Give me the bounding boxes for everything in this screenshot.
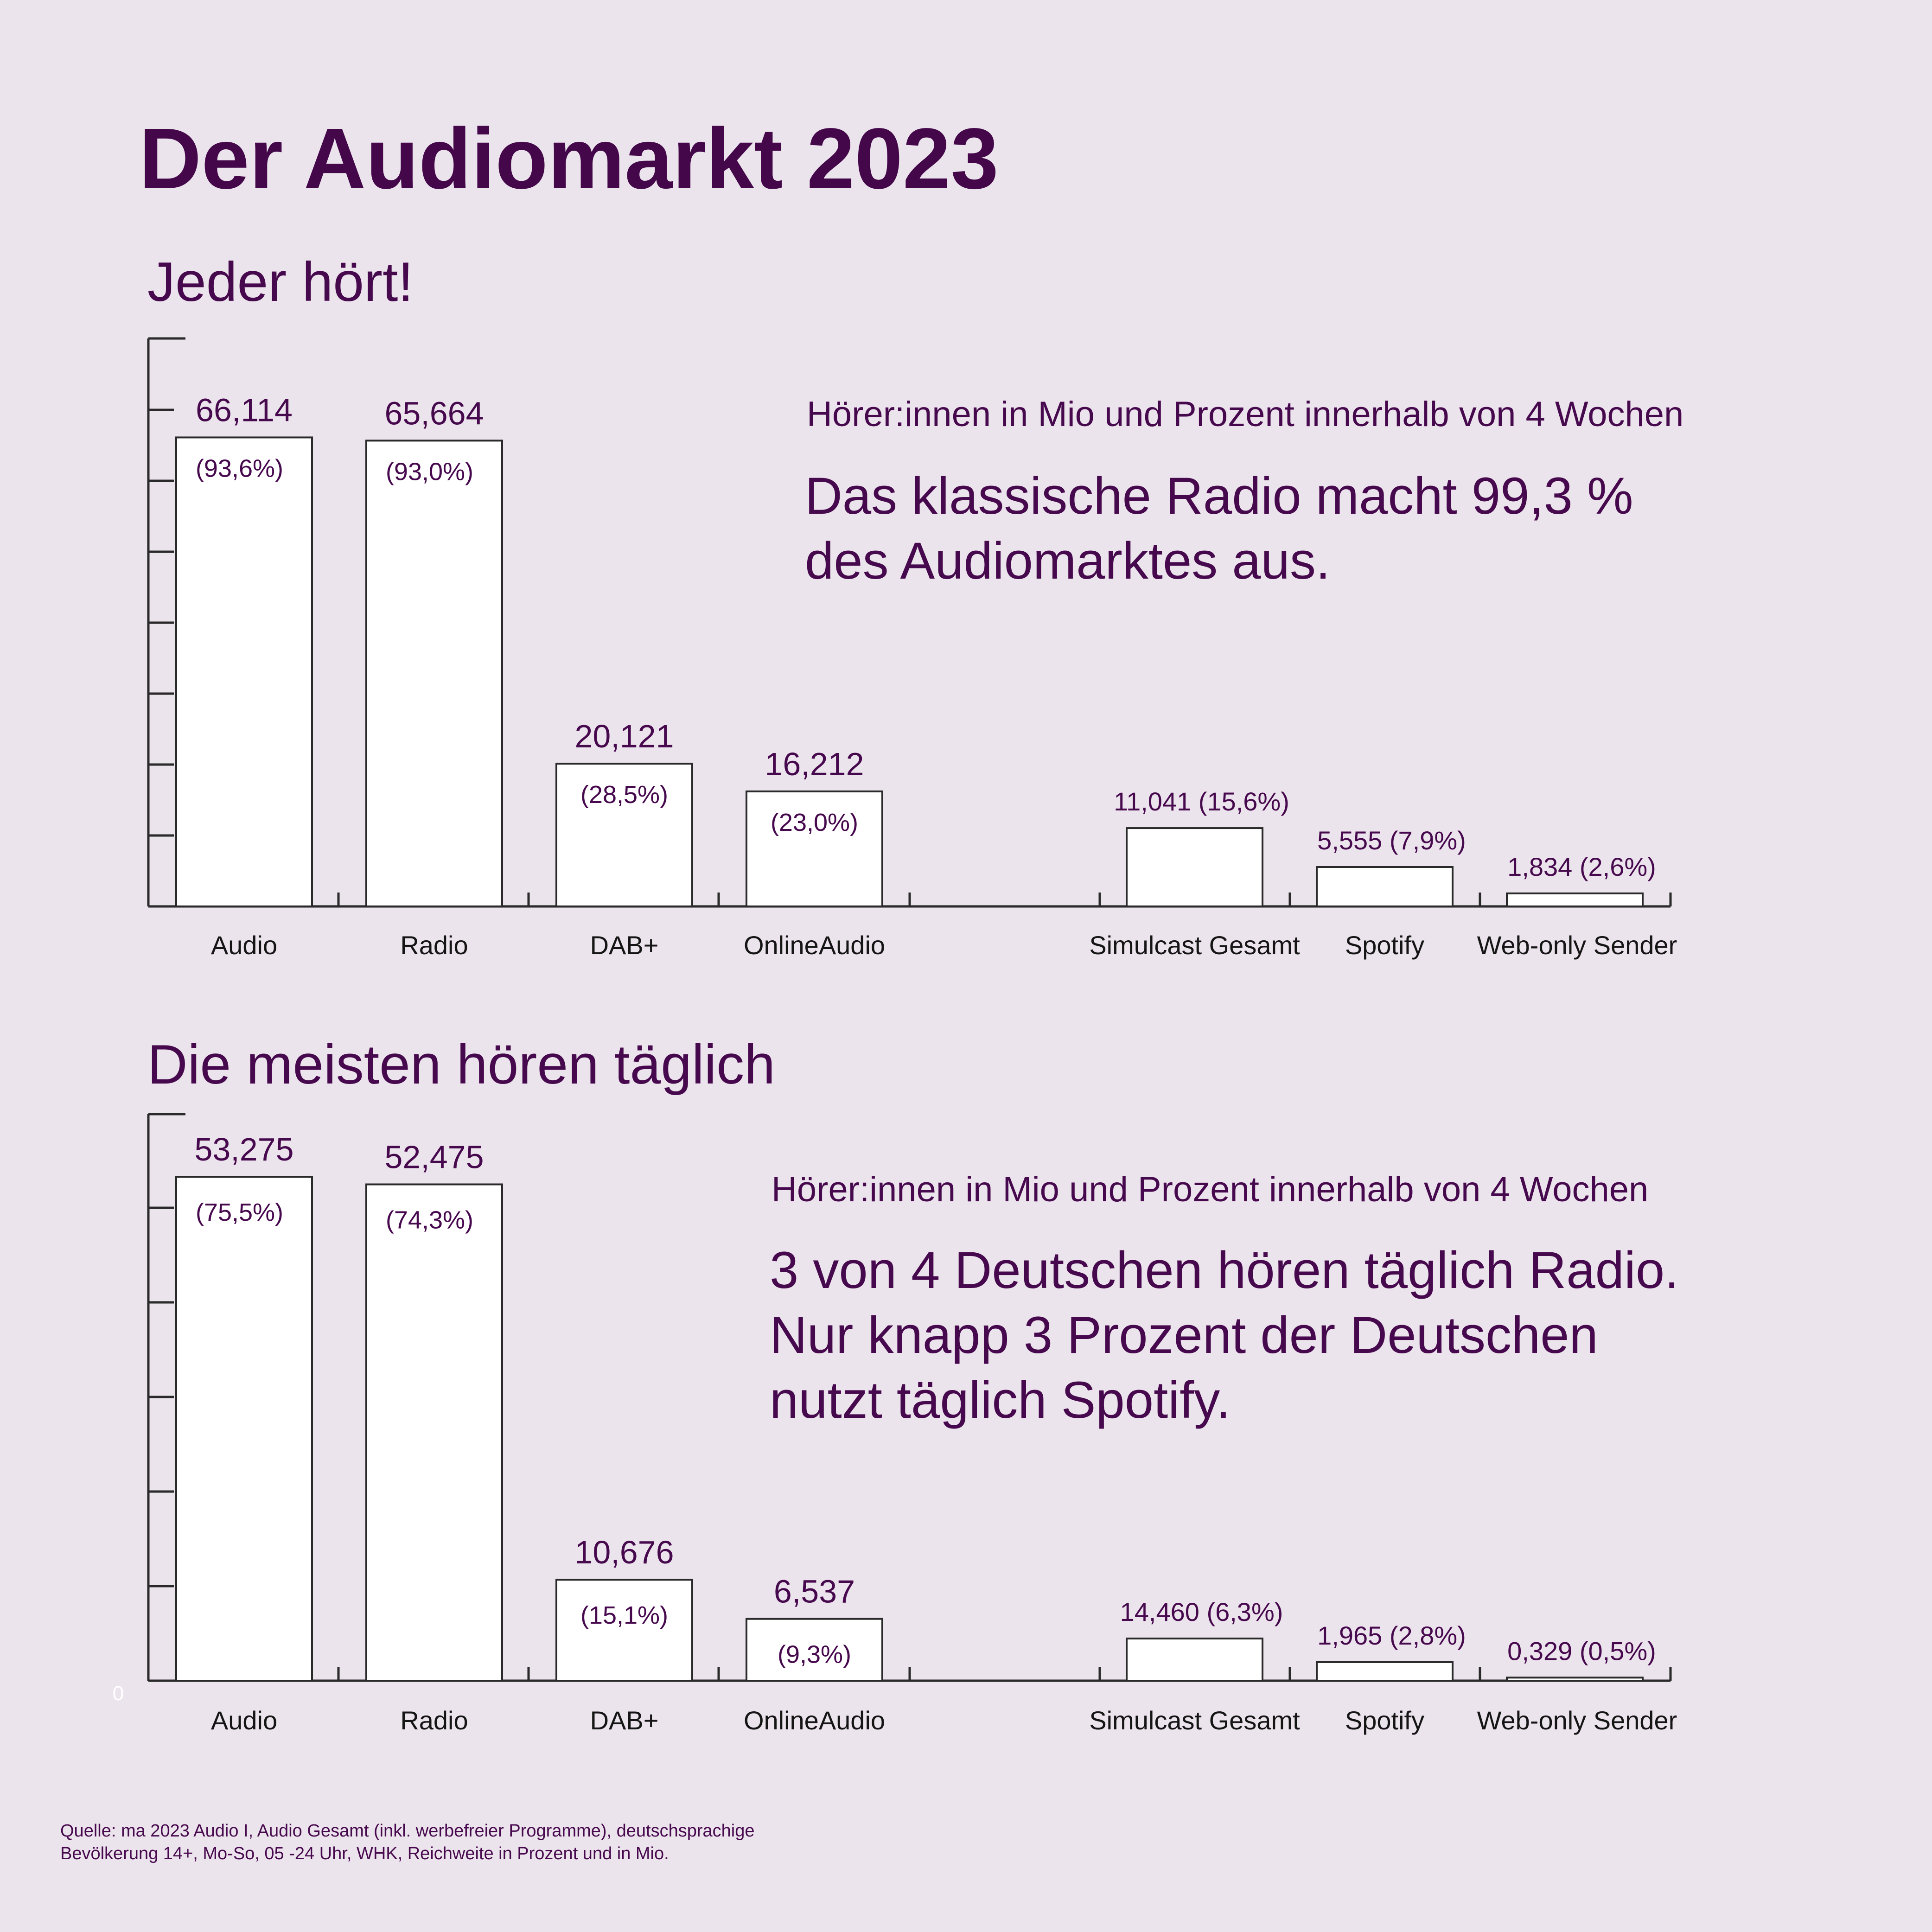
chart-1-category-label: Radio	[400, 931, 468, 960]
chart-1-category-label: Spotify	[1345, 931, 1424, 960]
chart-1-value-label: 20,121	[574, 718, 674, 754]
chart-2-note-line-2: Nur knapp 3 Prozent der Deutschen	[770, 1306, 1598, 1364]
source-line-1: Quelle: ma 2023 Audio I, Audio Gesamt (i…	[60, 1821, 755, 1841]
chart-1-percent-label: (93,6%)	[196, 454, 283, 482]
chart-1-percent-label: (23,0%)	[771, 809, 858, 836]
chart-2-category-label: OnlineAudio	[744, 1706, 885, 1735]
chart-2-value-label: 14,460 (6,3%)	[1120, 1597, 1283, 1626]
chart-1-bar	[1316, 866, 1454, 908]
chart-1-percent-label: (93,0%)	[386, 458, 473, 485]
chart-2-category-label: Spotify	[1345, 1706, 1424, 1735]
chart-1-bar	[746, 790, 883, 908]
chart-2-axis-zero-label: 0	[113, 1682, 124, 1705]
chart-2-category-label: Simulcast Gesamt	[1089, 1706, 1300, 1735]
chart-2-percent-label: (75,5%)	[196, 1199, 283, 1226]
page-title: Der Audiomarkt 2023	[139, 111, 999, 207]
chart-1-note-subtitle: Hörer:innen in Mio und Prozent innerhalb…	[807, 395, 1684, 434]
chart-2-category-label: DAB+	[590, 1706, 659, 1735]
chart-2-value-label: 10,676	[574, 1534, 674, 1570]
chart-1-note-line-1: Das klassische Radio macht 99,3 %	[805, 467, 1633, 525]
chart-2-bar	[746, 1618, 883, 1682]
chart-1-value-label: 1,834 (2,6%)	[1507, 852, 1656, 881]
chart-2-percent-label: (9,3%)	[778, 1641, 851, 1669]
chart-1-value-label: 65,664	[384, 395, 484, 431]
chart-1-category-label: OnlineAudio	[744, 931, 885, 960]
chart-1-category-label: Simulcast Gesamt	[1089, 931, 1300, 960]
chart-1-note-line-2: des Audiomarktes aus.	[805, 532, 1331, 590]
source-note: Quelle: ma 2023 Audio I, Audio Gesamt (i…	[60, 1820, 988, 1866]
chart-1-category-label: DAB+	[590, 931, 659, 960]
chart-2-value-label: 53,275	[194, 1131, 293, 1167]
chart-2-bar	[555, 1579, 693, 1682]
chart-2-bar	[365, 1183, 503, 1682]
chart-1-bar	[1126, 827, 1263, 908]
chart-2-note-line-1: 3 von 4 Deutschen hören täglich Radio.	[770, 1241, 1679, 1299]
chart-1-value-label: 5,555 (7,9%)	[1317, 826, 1466, 855]
chart-2-value-label: 1,965 (2,8%)	[1317, 1621, 1466, 1650]
chart-2-value-label: 6,537	[774, 1574, 855, 1610]
chart-1-bar	[1506, 892, 1644, 908]
chart-2-bar	[1126, 1638, 1263, 1682]
chart-2-title: Die meisten hören täglich	[147, 1033, 776, 1096]
chart-2-percent-label: (74,3%)	[386, 1206, 473, 1234]
chart-2-category-label: Audio	[211, 1706, 277, 1735]
source-line-2: Bevölkerung 14+, Mo-So, 05 -24 Uhr, WHK,…	[60, 1844, 669, 1864]
chart-1-category-label: Audio	[211, 931, 277, 960]
chart-2-category-label: Web-only Sender	[1477, 1706, 1677, 1735]
chart-1-bar	[175, 436, 313, 907]
chart-1-category-label: Web-only Sender	[1477, 931, 1677, 960]
chart-2-note-line-3: nutzt täglich Spotify.	[770, 1371, 1231, 1429]
chart-2-bar	[175, 1176, 313, 1682]
chart-1-title: Jeder hört!	[147, 251, 414, 313]
chart-1-bar	[555, 763, 693, 907]
chart-2-percent-label: (15,1%)	[580, 1601, 668, 1629]
chart-2-note-subtitle: Hörer:innen in Mio und Prozent innerhalb…	[772, 1170, 1649, 1209]
chart-1-bar	[365, 440, 503, 907]
chart-2-value-label: 0,329 (0,5%)	[1507, 1636, 1656, 1665]
chart-1-value-label: 16,212	[765, 746, 864, 782]
chart-2-value-label: 52,475	[384, 1139, 484, 1175]
chart-1-value-label: 66,114	[196, 392, 293, 428]
chart-2-bar	[1316, 1661, 1454, 1682]
chart-1-percent-label: (28,5%)	[580, 781, 668, 809]
chart-2-category-label: Radio	[400, 1706, 468, 1735]
chart-1-value-label: 11,041 (15,6%)	[1114, 787, 1289, 816]
chart-2-bar	[1506, 1677, 1644, 1682]
